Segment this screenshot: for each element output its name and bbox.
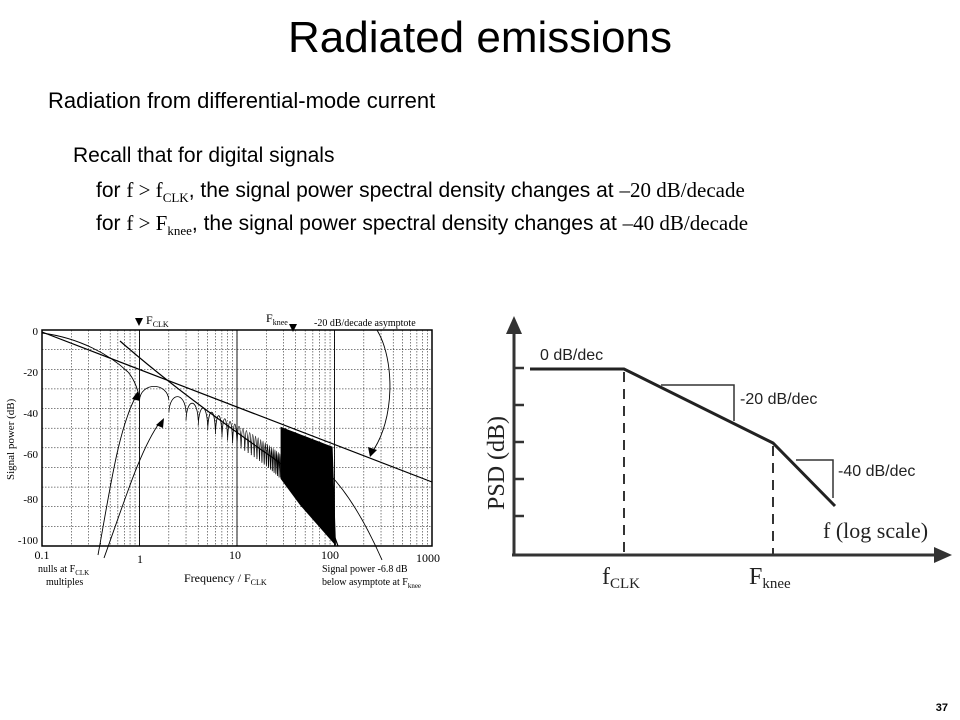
nulls-arrow [103,421,161,559]
bullet-prefix: for [96,179,127,202]
fknee-marker-label: Fknee [266,311,288,327]
xtick: 1 [137,552,143,566]
nulls-note-line2: multiples [46,577,83,588]
signal-envelope [119,340,339,547]
bullet-prefix: for [96,212,127,235]
y-axis-arrow-icon [506,316,522,334]
power-note-line2: below asymptote at Fknee [322,577,421,590]
rate-40: –40 dB/decade [622,211,749,235]
fclk-symbol: f > fCLK [126,178,189,206]
slope-label-40: -40 dB/dec [838,463,915,480]
arrowhead-icon [156,418,164,428]
nulls-note: nulls at FCLK [38,564,89,577]
x-axis-arrow-icon [934,547,952,563]
bullet-fclk: for f > fCLK, the signal power spectral … [96,178,745,206]
arrowhead-icon [284,442,293,450]
y-ticks [514,366,524,518]
bullet-text: , the signal power spectral density chan… [191,212,623,235]
dense-region [280,426,336,546]
x-axis-label: f (log scale) [823,518,928,543]
fclk-marker-label: FCLK [146,313,169,329]
xtick: 100 [321,548,339,562]
fclk-marker-icon [135,318,143,326]
fknee-symbol: f > Fknee [126,211,192,239]
spectrum-plot: 0 -20 -40 -60 -80 -100 Signal power (dB)… [5,311,440,590]
xtick: 0.1 [35,548,50,562]
slope-indicator-40 [796,459,834,498]
ytick: 0 [33,326,39,338]
ytick: -60 [23,449,38,461]
spectrum-lobes [139,386,281,478]
nulls-arrow [97,395,137,556]
fknee-label: Fknee [749,564,791,592]
slide-subtitle: Radiation from differential-mode current [48,88,436,113]
psd-diagram: PSD (dB) 0 dB/dec -20 dB/dec -40 dB/dec … [484,316,952,592]
psd-axis-label: PSD (dB) [484,416,510,510]
ytick: -20 [23,367,38,379]
y-axis-label: Signal power (dB) [5,398,17,480]
page-number: 37 [935,702,948,714]
xtick: 10 [229,548,241,562]
ytick: -80 [23,494,38,506]
slide-title: Radiated emissions [288,13,672,62]
slope-label-0: 0 dB/dec [540,347,603,364]
xtick: 1000 [416,551,440,565]
psd-curve [530,367,837,508]
slope-indicator-20 [661,384,735,421]
asymptote-line [41,331,433,483]
asymptote-arrow [371,329,391,453]
fclk-label: fCLK [602,564,640,592]
bullet-text: , the signal power spectral density chan… [188,179,620,202]
ytick: -40 [23,408,38,420]
recall-text: Recall that for digital signals [73,144,335,167]
power-arrow [287,445,383,561]
asymptote-note: -20 dB/decade asymptote [314,318,416,329]
bullet-fknee: for f > Fknee, the signal power spectral… [96,211,748,239]
slope-label-20: -20 dB/dec [740,391,817,408]
ytick: -100 [18,535,39,547]
x-axis-label: Frequency / FCLK [184,571,267,587]
power-note: Signal power -6.8 dB [322,564,408,575]
rate-20: –20 dB/decade [619,178,745,202]
fknee-marker-icon [289,324,297,332]
arrowhead-icon [132,391,140,401]
arrowhead-icon [368,447,377,457]
